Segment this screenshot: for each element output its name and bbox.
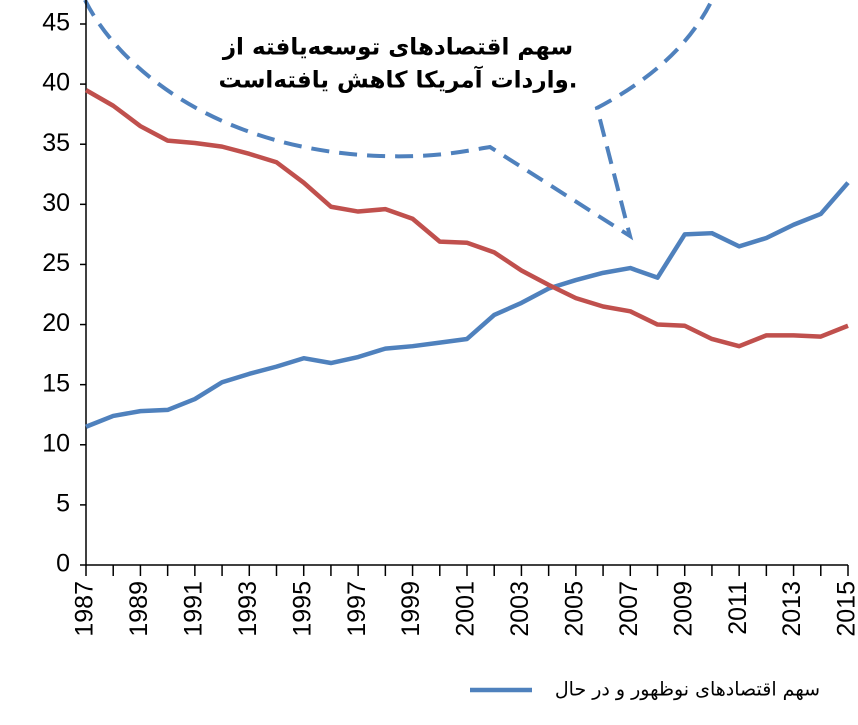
y-tick-label: 15	[42, 369, 70, 397]
legend-label: سهم اقتصادهای نوظهور و در حال	[555, 679, 820, 701]
y-tick-label: 35	[42, 129, 70, 157]
line-series	[85, 181, 850, 429]
x-tick-label: 1997	[343, 581, 371, 637]
x-tick-label: 1987	[71, 581, 99, 637]
x-tick-label: 1993	[234, 581, 262, 637]
x-tick-label: 2007	[615, 581, 643, 637]
x-tick-label: 2015	[833, 581, 858, 637]
y-tick-label: 10	[42, 429, 70, 457]
callout	[83, 0, 714, 241]
x-tick-label: 1991	[179, 581, 207, 637]
x-tick-label: 1999	[397, 581, 425, 637]
x-tick-label: 2001	[452, 581, 480, 637]
y-tick-label: 5	[56, 489, 70, 517]
y-tick-label: 40	[42, 69, 70, 97]
y-tick-label: 30	[42, 189, 70, 217]
y-tick-label: 45	[42, 9, 70, 37]
x-tick-label: 1995	[288, 581, 316, 637]
x-tick-label: 2005	[560, 581, 588, 637]
x-tick-label: 2011	[724, 581, 752, 635]
x-tick-label: 2013	[778, 581, 806, 637]
y-tick-label: 0	[56, 550, 70, 578]
y-tick-label: 20	[42, 309, 70, 337]
line-series	[84, 88, 849, 349]
annotation: سهم اقتصادهای توسعه‌یافته از	[222, 35, 573, 61]
x-tick-label: 1989	[125, 581, 153, 637]
annotation: واردات آمریکا کاهش یافته‌است.	[218, 65, 577, 94]
x-tick-label: 2003	[506, 581, 534, 637]
x-tick-label: 2009	[669, 581, 697, 637]
y-tick-label: 25	[42, 249, 70, 277]
